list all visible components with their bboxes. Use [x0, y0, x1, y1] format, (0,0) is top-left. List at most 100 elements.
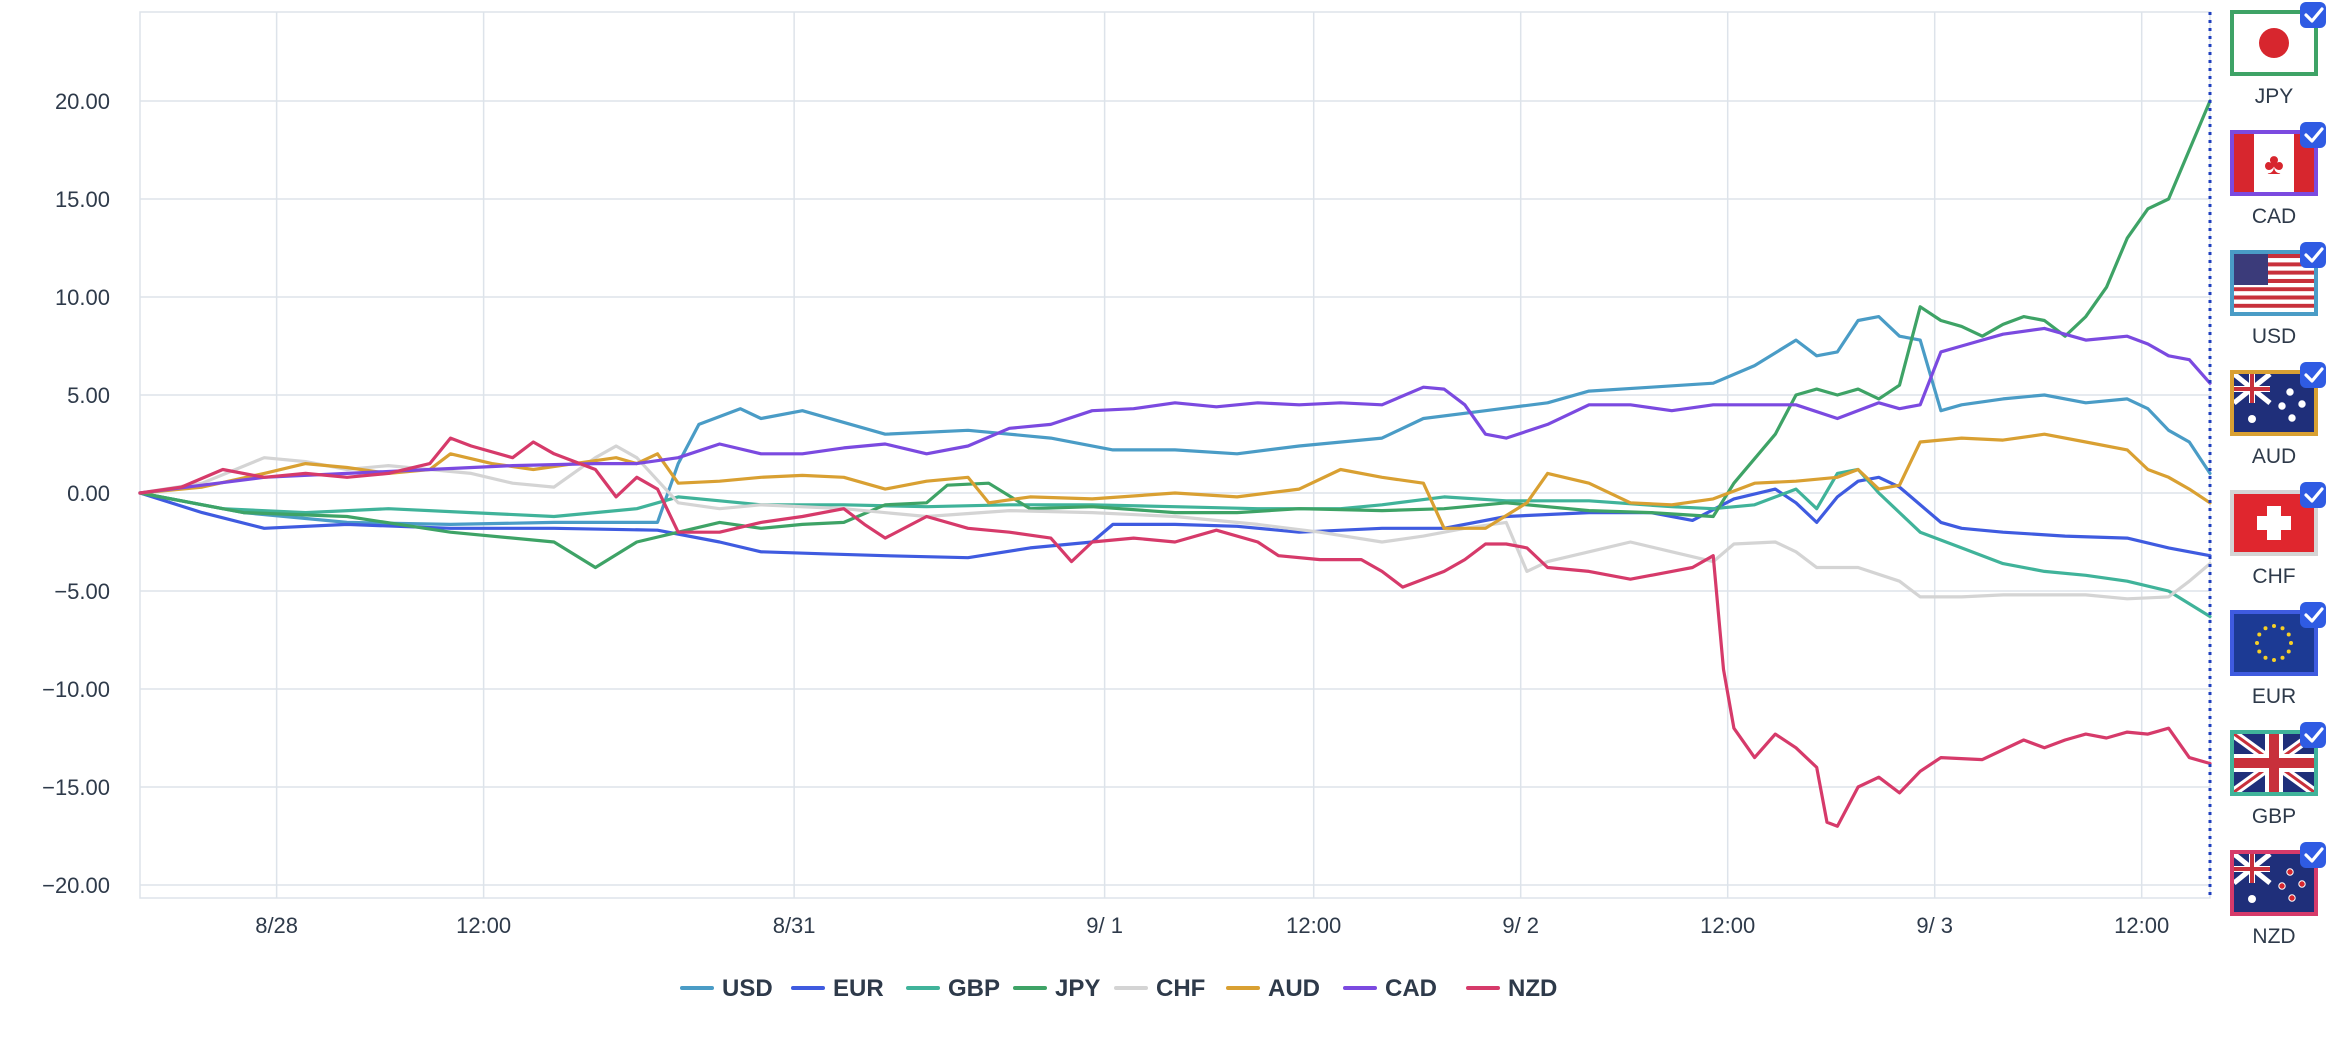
legend-label: EUR	[833, 975, 884, 1002]
flag-star	[2278, 882, 2286, 890]
x-tick-label: 12:00	[1286, 913, 1341, 938]
y-tick-label: −5.00	[54, 579, 110, 604]
currency-toggle-nzd[interactable]: NZD	[2230, 842, 2326, 948]
uk-flag-icon	[2231, 730, 2317, 796]
y-tick-label: 5.00	[67, 383, 110, 408]
x-tick-label: 9/ 1	[1086, 913, 1123, 938]
eu-star	[2272, 658, 2276, 662]
y-tick-label: −15.00	[42, 775, 110, 800]
series-line-chf	[138, 444, 2212, 601]
flag-border	[2230, 850, 2318, 916]
x-tick-label: 8/31	[773, 913, 816, 938]
checkbox-checked-icon[interactable]	[2300, 482, 2326, 508]
legend-item-cad[interactable]: CAD	[1343, 975, 1437, 1002]
eu-star	[2286, 632, 2291, 637]
series-line-usd	[138, 315, 2212, 526]
eu-star	[2255, 641, 2259, 645]
eu-star	[2286, 649, 2291, 654]
currency-label: GBP	[2252, 805, 2296, 828]
currency-toggle-cad[interactable]: ♣ CAD	[2230, 122, 2326, 228]
legend-label: USD	[722, 975, 773, 1002]
currency-toggle-aud[interactable]: AUD	[2230, 362, 2326, 468]
flag-star	[2286, 388, 2294, 396]
y-tick-label: 20.00	[55, 89, 110, 114]
flag-star	[2288, 414, 2296, 422]
series-line-cad	[138, 326, 2212, 495]
currency-label: USD	[2252, 325, 2296, 348]
x-tick-label: 9/ 3	[1916, 913, 1953, 938]
legend-label: NZD	[1508, 975, 1557, 1002]
eu-star	[2257, 649, 2262, 654]
legend-item-aud[interactable]: AUD	[1226, 975, 1320, 1002]
legend-label: CAD	[1385, 975, 1437, 1002]
eu-flag-icon	[2234, 614, 2314, 672]
currency-label: AUD	[2252, 445, 2296, 468]
flag-border	[2230, 250, 2318, 316]
series-line-gbp	[138, 467, 2212, 619]
x-tick-label: 9/ 2	[1502, 913, 1539, 938]
legend-label: AUD	[1268, 975, 1320, 1002]
legend-item-eur[interactable]: EUR	[791, 975, 884, 1002]
eu-star	[2272, 624, 2276, 628]
y-tick-label: 10.00	[55, 285, 110, 310]
x-tick-label: 12:00	[1700, 913, 1755, 938]
flag-border	[2230, 130, 2318, 196]
y-tick-label: −20.00	[42, 873, 110, 898]
series-line-jpy	[138, 99, 2212, 570]
legend-item-gbp[interactable]: GBP	[906, 975, 1000, 1002]
eu-star	[2289, 641, 2293, 645]
usa-flag-icon	[2234, 254, 2314, 312]
eu-star	[2263, 626, 2268, 631]
x-tick-label: 8/28	[255, 913, 298, 938]
series-line-nzd	[138, 436, 2212, 828]
x-tick-label: 12:00	[2114, 913, 2169, 938]
flag-star	[2248, 415, 2256, 423]
flag-border	[2230, 610, 2318, 676]
japan-sun	[2259, 28, 2289, 58]
flag-star	[2298, 880, 2306, 888]
currency-label: JPY	[2255, 85, 2294, 108]
checkbox-checked-icon[interactable]	[2300, 842, 2326, 868]
flag-star	[2288, 894, 2296, 902]
legend-item-jpy[interactable]: JPY	[1013, 975, 1100, 1002]
eu-star	[2280, 655, 2285, 660]
flag-border	[2230, 10, 2318, 76]
flag-star	[2286, 868, 2294, 876]
y-tick-label: 0.00	[67, 481, 110, 506]
checkbox-checked-icon[interactable]	[2300, 362, 2326, 388]
checkbox-checked-icon[interactable]	[2300, 722, 2326, 748]
currency-toggle-chf[interactable]: CHF	[2230, 482, 2326, 588]
y-tick-label: 15.00	[55, 187, 110, 212]
legend-item-nzd[interactable]: NZD	[1466, 975, 1557, 1002]
checkbox-checked-icon[interactable]	[2300, 2, 2326, 28]
currency-label: CHF	[2252, 565, 2295, 588]
y-tick-label: −10.00	[42, 677, 110, 702]
currency-label: NZD	[2252, 925, 2295, 948]
x-tick-label: 12:00	[456, 913, 511, 938]
checkbox-checked-icon[interactable]	[2300, 122, 2326, 148]
eu-star	[2257, 632, 2262, 637]
eu-star	[2280, 626, 2285, 631]
currency-toggle-jpy[interactable]: JPY	[2230, 2, 2326, 108]
currency-toggle-gbp[interactable]: GBP	[2230, 722, 2326, 828]
currency-toggle-usd[interactable]: USD	[2230, 242, 2326, 348]
flag-border	[2230, 490, 2318, 556]
currency-label: EUR	[2252, 685, 2296, 708]
eu-star	[2263, 655, 2268, 660]
legend-item-chf[interactable]: CHF	[1114, 975, 1205, 1002]
legend-item-usd[interactable]: USD	[680, 975, 773, 1002]
flag-star	[2298, 400, 2306, 408]
checkbox-checked-icon[interactable]	[2300, 242, 2326, 268]
checkbox-checked-icon[interactable]	[2300, 602, 2326, 628]
flag-border	[2230, 370, 2318, 436]
legend-label: GBP	[948, 975, 1000, 1002]
flag-border	[2230, 730, 2318, 796]
legend-label: CHF	[1156, 975, 1205, 1002]
series-line-aud	[138, 432, 2212, 530]
currency-toggle-eur[interactable]: EUR	[2230, 602, 2326, 708]
legend-label: JPY	[1055, 975, 1100, 1002]
flag-star	[2278, 402, 2286, 410]
maple-leaf-icon: ♣	[2264, 148, 2284, 181]
